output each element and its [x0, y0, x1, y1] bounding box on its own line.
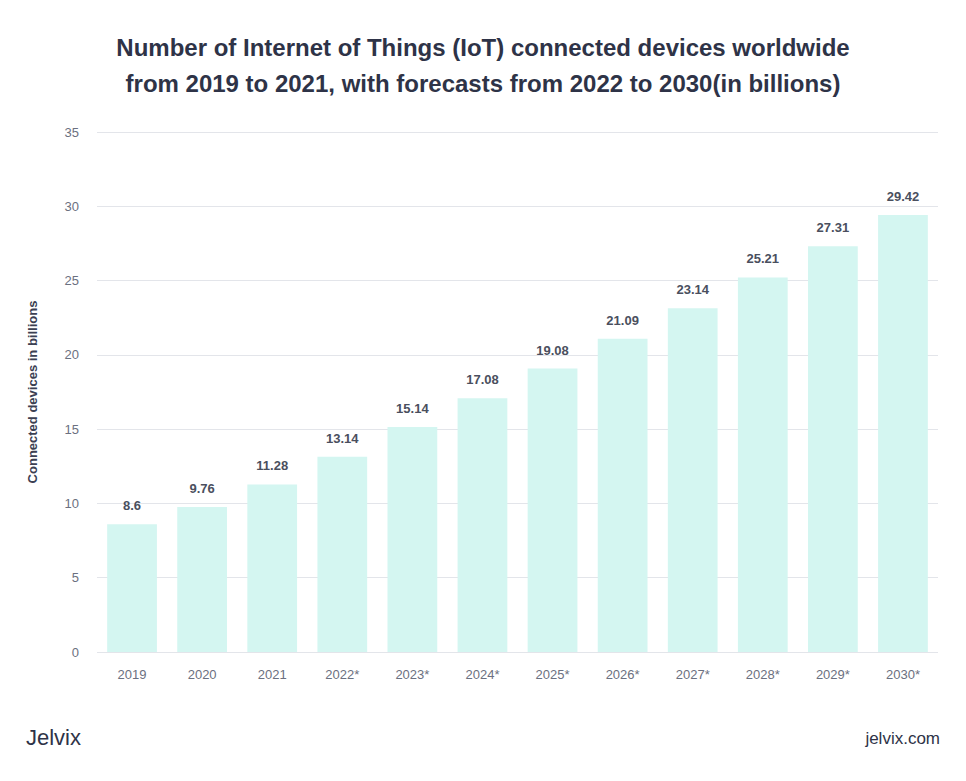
- svg-text:29.42: 29.42: [887, 189, 920, 204]
- svg-text:25: 25: [65, 273, 79, 288]
- svg-text:21.09: 21.09: [606, 313, 639, 328]
- svg-text:20: 20: [65, 347, 79, 362]
- svg-text:8.6: 8.6: [123, 498, 141, 513]
- svg-text:2029*: 2029*: [816, 667, 850, 682]
- svg-text:15: 15: [65, 422, 79, 437]
- svg-text:2030*: 2030*: [886, 667, 920, 682]
- svg-text:2021: 2021: [258, 667, 287, 682]
- svg-text:Number of Internet of Things (: Number of Internet of Things (IoT) conne…: [116, 34, 849, 61]
- svg-text:5: 5: [72, 570, 79, 585]
- svg-text:2023*: 2023*: [395, 667, 429, 682]
- svg-text:13.14: 13.14: [326, 431, 359, 446]
- svg-text:Connected devices in billions: Connected devices in billions: [25, 301, 40, 484]
- svg-text:10: 10: [65, 496, 79, 511]
- svg-text:27.31: 27.31: [817, 220, 850, 235]
- svg-text:2022*: 2022*: [325, 667, 359, 682]
- svg-text:0: 0: [72, 645, 79, 660]
- svg-text:Jelvix: Jelvix: [26, 725, 81, 750]
- svg-text:from 2019 to 2021, with foreca: from 2019 to 2021, with forecasts from 2…: [126, 70, 841, 97]
- svg-text:jelvix.com: jelvix.com: [864, 729, 940, 748]
- svg-text:35: 35: [65, 125, 79, 140]
- svg-text:30: 30: [65, 199, 79, 214]
- svg-text:2026*: 2026*: [606, 667, 640, 682]
- svg-text:9.76: 9.76: [189, 481, 214, 496]
- svg-text:2019: 2019: [118, 667, 147, 682]
- svg-text:15.14: 15.14: [396, 401, 429, 416]
- svg-text:2020: 2020: [188, 667, 217, 682]
- svg-text:25.21: 25.21: [747, 251, 780, 266]
- svg-text:17.08: 17.08: [466, 372, 499, 387]
- svg-text:23.14: 23.14: [676, 282, 709, 297]
- svg-text:11.28: 11.28: [256, 458, 288, 473]
- svg-text:2024*: 2024*: [465, 667, 499, 682]
- svg-text:2028*: 2028*: [746, 667, 780, 682]
- svg-text:19.08: 19.08: [536, 343, 569, 358]
- svg-text:2027*: 2027*: [676, 667, 710, 682]
- svg-text:2025*: 2025*: [536, 667, 570, 682]
